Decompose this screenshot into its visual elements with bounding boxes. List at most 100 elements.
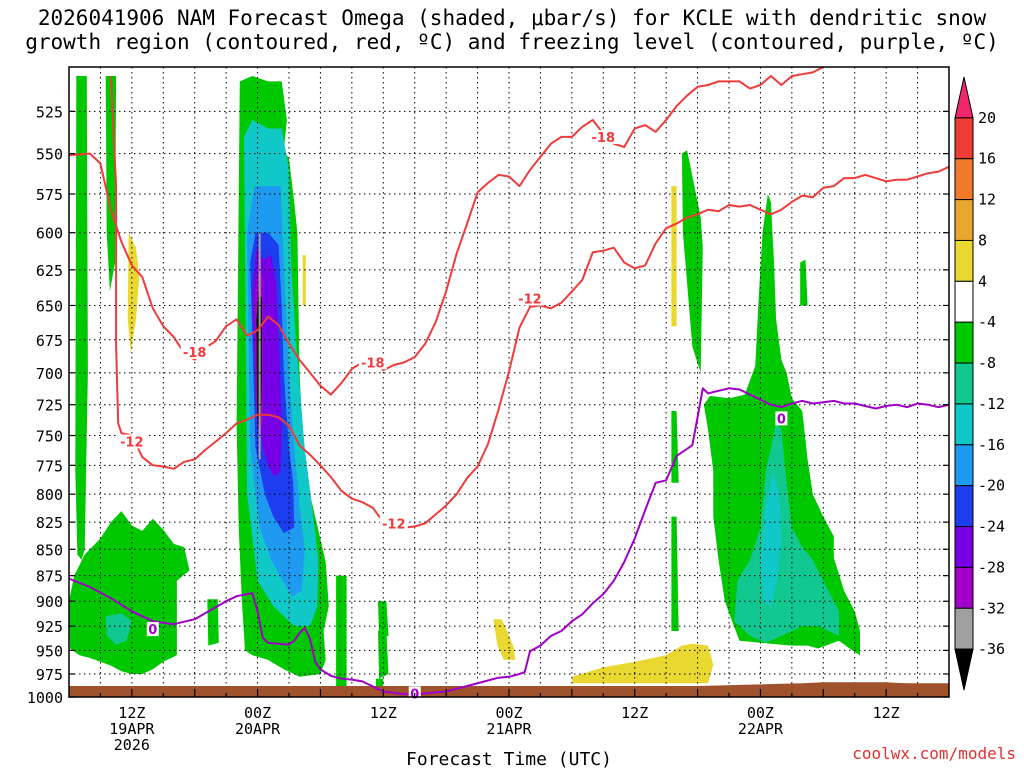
omega-region-17 — [378, 601, 389, 636]
y-tick-label-525: 525 — [36, 103, 63, 121]
contour-label-bg-2 — [358, 355, 387, 370]
colorbar-swatch-1 — [954, 117, 974, 160]
y-tick-label-550: 550 — [36, 146, 63, 164]
chart-title-line-2: growth region (contoured, red, ºC) and f… — [25, 30, 999, 54]
colorbar-cap-top — [954, 76, 974, 119]
colorbar-label-13: -36 — [978, 640, 1005, 658]
omega-region-20 — [571, 643, 714, 684]
credit-text: coolwx.com/models — [852, 744, 1016, 763]
x-tick-label-2-0: 12Z — [370, 704, 397, 722]
contour-label-bg-1 — [117, 434, 146, 449]
x-tick-label-0-2: 2026 — [114, 736, 150, 754]
y-tick-label-975: 975 — [36, 666, 63, 684]
y-tick-label-575: 575 — [36, 186, 63, 204]
x-tick-label-3-0: 00Z — [495, 704, 522, 722]
contour-label-bg-4 — [515, 291, 544, 306]
contour-label-1: -12 — [120, 436, 144, 451]
omega-region-16 — [378, 631, 389, 679]
chart-title-line-1: 2026041906 NAM Forecast Omega (shaded, μ… — [37, 6, 987, 30]
y-tick-label-1000: 1000 — [27, 689, 63, 707]
y-tick-label-925: 925 — [36, 618, 63, 636]
contour-label-bg-0 — [180, 344, 209, 359]
x-tick-label-1-0: 00Z — [244, 704, 271, 722]
y-tick-label-675: 675 — [36, 332, 63, 350]
colorbar-swatch-9 — [954, 444, 974, 487]
contour-label-bg-6 — [146, 622, 159, 637]
colorbar-swatch-5 — [954, 280, 974, 323]
colorbar: 20 16 12 8 4 -4 -8 -12 -16 -20 -24 -28 -32 -36 — [954, 76, 1005, 691]
dgz-contour-1 — [109, 75, 949, 529]
y-tick-label-900: 900 — [36, 593, 63, 611]
x-tick-label-5-1: 22APR — [738, 720, 784, 738]
freezing-level-contour — [69, 387, 949, 696]
y-tick-label-600: 600 — [36, 225, 63, 243]
colorbar-swatch-12 — [954, 566, 974, 609]
colorbar-label-7: -12 — [978, 395, 1005, 413]
omega-region-15 — [376, 678, 384, 688]
contour-label-bg-3 — [379, 516, 408, 531]
omega-region-28 — [760, 471, 782, 607]
omega-region-13 — [302, 255, 306, 306]
omega-region-21 — [671, 186, 677, 327]
x-tick-label-0-0: 12Z — [118, 704, 145, 722]
contour-label-bg-5 — [589, 129, 618, 144]
colorbar-label-1: 16 — [978, 150, 996, 168]
contour-label-6: 0 — [148, 623, 157, 638]
contour-label-2: -18 — [361, 356, 385, 371]
colorbar-label-8: -16 — [978, 436, 1005, 454]
omega-region-19 — [493, 619, 516, 660]
y-tick-label-800: 800 — [36, 486, 63, 504]
grid-lines — [69, 67, 949, 697]
colorbar-swatch-3 — [954, 199, 974, 241]
contour-label-5: -18 — [592, 131, 616, 146]
omega-region-26 — [800, 259, 808, 306]
colorbar-label-3: 8 — [978, 231, 987, 249]
y-tick-label-750: 750 — [36, 428, 63, 446]
x-tick-label-3-1: 21APR — [486, 720, 532, 738]
y-tick-label-725: 725 — [36, 397, 63, 415]
colorbar-label-9: -20 — [978, 477, 1005, 495]
y-tick-label-650: 650 — [36, 297, 63, 315]
colorbar-swatch-4 — [954, 239, 974, 282]
y-tick-label-875: 875 — [36, 568, 63, 586]
y-tick-label-850: 850 — [36, 541, 63, 559]
contour-label-8: 0 — [777, 412, 786, 427]
y-tick-label-775: 775 — [36, 457, 63, 475]
y-tick-label-825: 825 — [36, 514, 63, 532]
colorbar-label-11: -28 — [978, 558, 1005, 576]
colorbar-swatch-6 — [954, 321, 974, 364]
contour-label-3: -12 — [382, 517, 406, 532]
omega-region-2 — [69, 511, 190, 674]
omega-region-12 — [258, 232, 261, 460]
colorbar-swatch-8 — [954, 403, 974, 446]
omega-region-24 — [671, 516, 679, 631]
colorbar-label-4: 4 — [978, 272, 987, 290]
contour-label-bg-8 — [775, 411, 788, 426]
x-axis-label: Forecast Time (UTC) — [406, 749, 612, 768]
contour-label-0: -18 — [183, 346, 207, 361]
colorbar-swatch-11 — [954, 526, 974, 568]
chart-title: 2026041906 NAM Forecast Omega (shaded, μ… — [0, 6, 1024, 54]
omega-region-3 — [105, 613, 132, 645]
colorbar-label-2: 12 — [978, 191, 996, 209]
x-tick-label-1-1: 20APR — [235, 720, 281, 738]
colorbar-label-10: -24 — [978, 518, 1005, 536]
omega-region-0 — [75, 76, 88, 560]
y-tick-label-950: 950 — [36, 642, 63, 660]
colorbar-swatch-2 — [954, 158, 974, 201]
contour-label-4: -12 — [518, 292, 542, 307]
x-tick-label-6-0: 12Z — [873, 704, 900, 722]
colorbar-label-0: 20 — [978, 109, 996, 127]
x-tick-label-4-0: 12Z — [621, 704, 648, 722]
y-tick-label-625: 625 — [36, 262, 63, 280]
colorbar-swatch-7 — [954, 362, 974, 405]
colorbar-swatch-10 — [954, 485, 974, 528]
colorbar-label-5: -4 — [978, 313, 996, 331]
axes: 525 550 575 600 625 650 675 700 725 750 775 800 825 8… — [27, 103, 949, 754]
colorbar-cap-bottom — [954, 648, 974, 691]
colorbar-label-12: -32 — [978, 599, 1005, 617]
omega-region-14 — [336, 575, 347, 697]
x-tick-label-5-0: 00Z — [747, 704, 774, 722]
y-tick-label-700: 700 — [36, 365, 63, 383]
